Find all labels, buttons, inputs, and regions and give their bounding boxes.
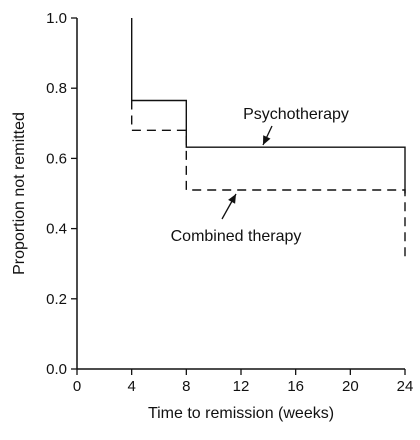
series-group: [131, 18, 406, 261]
x-tick-label: 8: [182, 378, 190, 395]
annotations: Psychotherapy Combined therapy: [171, 106, 349, 245]
y-tick-label: 0.8: [46, 80, 67, 97]
ticks: 0 4 8 12 16 20 24 0.0 0.2 0.4 0.6 0.8 1.0: [46, 10, 413, 395]
y-tick-label: 0.0: [46, 361, 67, 378]
x-tick-label: 16: [287, 378, 304, 395]
axes: [76, 18, 405, 370]
x-tick-label: 4: [127, 378, 135, 395]
y-tick-label: 0.6: [46, 150, 67, 167]
x-tick-label: 0: [73, 378, 81, 395]
x-tick-label: 20: [342, 378, 359, 395]
x-tick-label: 24: [397, 378, 414, 395]
annotation-label: Psychotherapy: [243, 106, 349, 123]
y-axis-title: Proportion not remitted: [11, 112, 28, 275]
x-axis-title: Time to remission (weeks): [148, 405, 334, 422]
series-line-psychotherapy: [131, 18, 406, 194]
x-tick-label: 12: [233, 378, 250, 395]
y-tick-label: 1.0: [46, 10, 67, 27]
annotation-arrowhead: [228, 194, 236, 204]
annotation-label: Combined therapy: [171, 228, 302, 245]
y-tick-label: 0.2: [46, 291, 67, 308]
y-tick-label: 0.4: [46, 221, 67, 238]
annotation-arrowhead: [263, 135, 271, 145]
